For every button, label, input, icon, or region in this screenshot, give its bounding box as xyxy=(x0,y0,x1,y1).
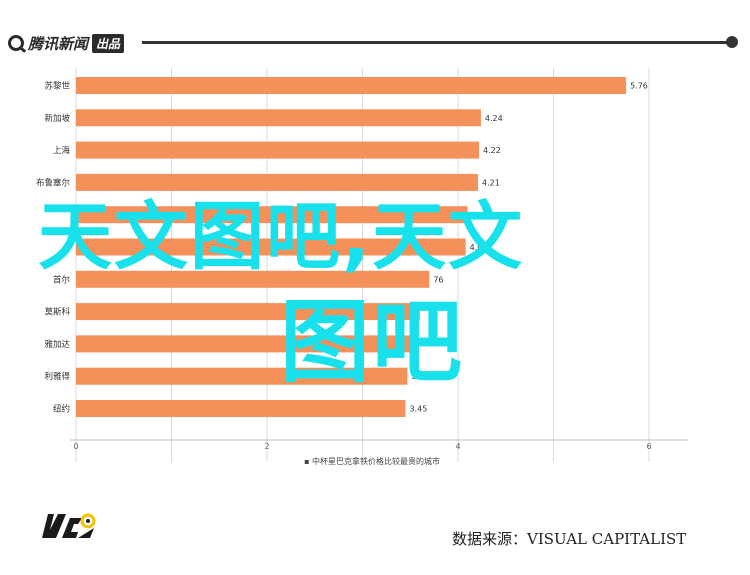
value-label: 4.24 xyxy=(485,114,503,123)
value-label: 5.76 xyxy=(630,82,648,91)
x-tick-label: 4 xyxy=(455,442,460,451)
bar xyxy=(76,141,480,159)
header-divider xyxy=(142,41,727,44)
caikanjian-logo xyxy=(42,513,96,538)
watermark-line-1: 天文图吧,天文 xyxy=(38,194,525,280)
logo-mark-icon xyxy=(8,35,24,51)
bar xyxy=(76,400,406,417)
value-label: 5 xyxy=(414,340,419,349)
category-label: 苏黎世 xyxy=(44,81,70,92)
value-label: 3.45 xyxy=(409,405,427,414)
header-bar: 腾讯新闻 出品 xyxy=(0,28,750,58)
category-label: 首尔 xyxy=(53,274,71,285)
watermark-line-2: 图吧 xyxy=(280,290,464,395)
bar xyxy=(76,367,408,385)
category-label: 莫斯科 xyxy=(44,307,70,318)
value-label: 76 xyxy=(433,275,443,284)
value-label: 4.21 xyxy=(482,178,500,187)
value-label: 3.47 xyxy=(411,372,429,381)
category-label: 布鲁塞尔 xyxy=(36,177,71,188)
x-axis-label: ▪ 中杯星巴克拿铁价格比较最贵的城市 xyxy=(304,456,440,466)
bar xyxy=(76,303,420,321)
value-label: 4.08 xyxy=(470,243,488,252)
category-label: 纽约 xyxy=(53,404,70,415)
bar xyxy=(76,335,411,353)
bar xyxy=(76,270,430,288)
bar xyxy=(76,238,466,256)
x-tick-label: 6 xyxy=(646,442,651,451)
category-label: 新加坡 xyxy=(44,113,70,124)
bar xyxy=(76,77,627,94)
brand-badge: 出品 xyxy=(92,33,125,53)
tencent-news-logo: 腾讯新闻 出品 xyxy=(8,32,125,54)
bar xyxy=(76,173,479,191)
x-tick-label: 2 xyxy=(264,442,269,451)
source-note: 数据来源：VISUAL CAPITALIST xyxy=(452,530,687,548)
brand-name: 腾讯新闻 xyxy=(28,34,89,53)
category-label: 上海 xyxy=(53,145,71,156)
header-dot xyxy=(726,36,738,48)
category-label: 利雅得 xyxy=(44,371,70,382)
bar xyxy=(76,206,468,224)
x-tick-label: 0 xyxy=(73,442,78,451)
category-label: 雅加达 xyxy=(44,339,70,350)
bar xyxy=(76,109,481,127)
value-label: 4.22 xyxy=(483,146,501,155)
